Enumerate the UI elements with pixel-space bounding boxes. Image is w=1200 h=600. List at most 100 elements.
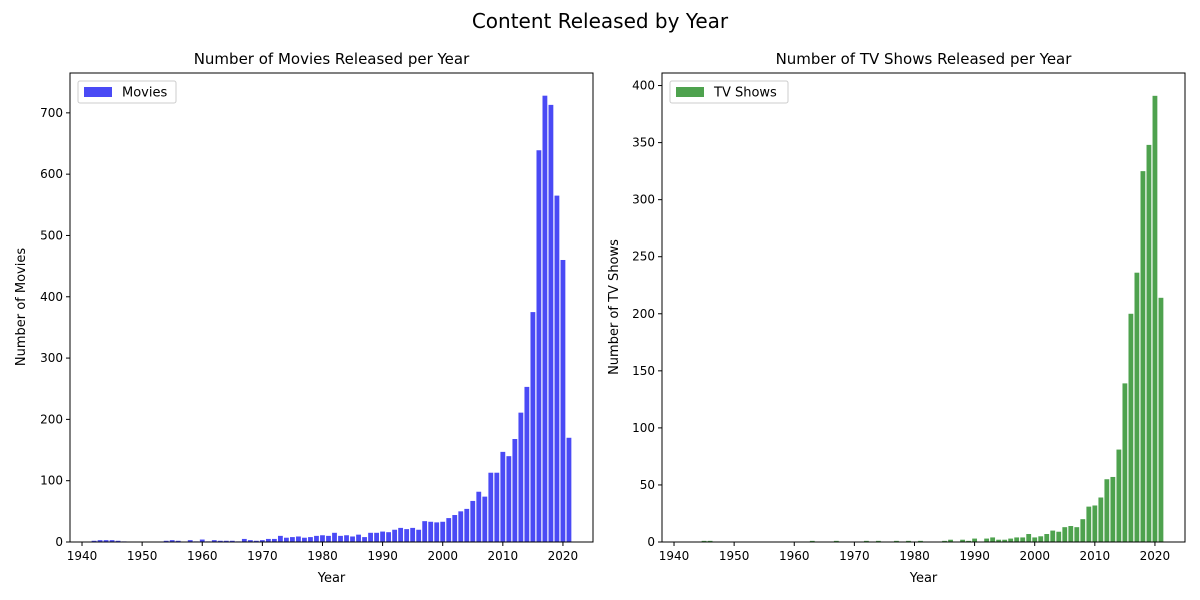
plot-frame <box>661 72 1186 543</box>
bar-2014 <box>1116 449 1122 542</box>
bar-2010 <box>500 451 506 542</box>
bar-1955 <box>169 540 175 542</box>
bar-group <box>701 95 1164 543</box>
bar-1960 <box>199 539 205 542</box>
bar-1987 <box>362 537 367 542</box>
bar-group <box>91 95 572 543</box>
x-tick-label: 1950 <box>127 549 158 563</box>
x-tick-label: 1990 <box>959 549 990 563</box>
bar-1975 <box>290 537 295 542</box>
y-tick-label: 200 <box>40 412 63 426</box>
y-tick-label: 300 <box>40 351 63 365</box>
tick-group: 1940 1950 1960 1970 1980 1990 2000 2010 2020 0 50 1… <box>632 79 1170 563</box>
y-tick-label: 0 <box>647 535 655 549</box>
bar-1982 <box>332 532 337 542</box>
bar-2008 <box>1080 519 1086 542</box>
y-tick-label: 50 <box>640 478 655 492</box>
bar-2008 <box>488 472 494 542</box>
bar-1970 <box>259 540 265 542</box>
bar-1994 <box>996 539 1002 542</box>
bar-2004 <box>464 508 470 542</box>
bar-1976 <box>296 536 301 542</box>
bar-2006 <box>476 491 482 542</box>
bar-2012 <box>1104 479 1110 542</box>
bar-2015 <box>530 312 536 542</box>
bar-2019 <box>1146 144 1152 543</box>
bar-1973 <box>277 535 283 542</box>
x-tick-label: 1980 <box>899 549 930 563</box>
bar-1993 <box>990 537 996 542</box>
bar-1967 <box>241 538 247 542</box>
tv-shows-chart: Number of TV Shows Released per Year Yea… <box>607 50 1186 586</box>
bar-1985 <box>350 536 355 542</box>
bar-1998 <box>1020 537 1026 542</box>
bar-1946 <box>707 540 713 542</box>
y-axis-label: Number of Movies <box>14 248 29 366</box>
figure-suptitle: Content Released by Year <box>472 9 729 33</box>
bar-2002 <box>1044 534 1050 542</box>
legend-frame <box>77 80 177 104</box>
bar-2013 <box>518 412 524 542</box>
bar-1944 <box>103 540 109 542</box>
y-tick-label: 250 <box>632 250 655 264</box>
legend-frame <box>669 80 789 104</box>
bar-2012 <box>512 439 518 542</box>
bar-1999 <box>1026 534 1032 542</box>
bar-1979 <box>906 540 911 542</box>
y-tick-label: 100 <box>632 421 655 435</box>
bar-1980 <box>320 535 325 542</box>
x-axis-label: Year <box>909 571 938 586</box>
bar-1981 <box>326 535 331 542</box>
x-tick-label: 2010 <box>488 549 519 563</box>
chart-title: Number of TV Shows Released per Year <box>776 50 1073 68</box>
legend: Movies <box>77 80 177 104</box>
bar-2021 <box>1158 297 1164 542</box>
bar-1958 <box>187 540 193 542</box>
y-axis-label: Number of TV Shows <box>607 239 622 375</box>
bar-1981 <box>918 540 923 542</box>
bar-2005 <box>470 500 476 542</box>
bar-1977 <box>302 537 307 542</box>
bar-1967 <box>833 540 839 542</box>
bar-2002 <box>452 515 458 542</box>
bar-2013 <box>1110 476 1116 542</box>
y-tick-label: 400 <box>632 79 655 93</box>
bar-1963 <box>809 540 815 542</box>
x-tick-label: 1990 <box>367 549 398 563</box>
bar-2000 <box>1032 537 1038 542</box>
bar-1945 <box>701 540 707 542</box>
movies-chart: Number of Movies Released per Year Year … <box>14 50 594 586</box>
legend-label: Movies <box>122 86 167 101</box>
bar-2020 <box>560 259 566 542</box>
x-tick-label: 1940 <box>67 549 98 563</box>
bar-1996 <box>1008 538 1014 542</box>
x-tick-label: 2020 <box>548 549 579 563</box>
y-tick-label: 500 <box>40 228 63 242</box>
x-tick-label: 1980 <box>307 549 338 563</box>
legend-swatch <box>84 87 112 97</box>
y-tick-label: 300 <box>632 193 655 207</box>
y-tick-label: 350 <box>632 136 655 150</box>
bar-1984 <box>344 535 349 542</box>
bar-1946 <box>115 540 121 542</box>
bar-1977 <box>894 540 899 542</box>
bar-2009 <box>1086 506 1092 542</box>
bar-2001 <box>1038 536 1044 542</box>
bar-1988 <box>960 539 965 542</box>
legend: TV Shows <box>669 80 789 104</box>
bar-1996 <box>416 529 422 542</box>
y-tick-label: 600 <box>40 167 63 181</box>
bar-2019 <box>554 195 560 542</box>
bar-1999 <box>434 522 440 542</box>
bar-1965 <box>229 540 235 542</box>
bar-2000 <box>440 521 446 542</box>
bar-2004 <box>1056 531 1062 542</box>
bar-1974 <box>284 537 289 542</box>
bar-1943 <box>97 540 103 542</box>
bar-1986 <box>948 539 953 542</box>
bar-2003 <box>458 511 464 542</box>
bar-1995 <box>410 527 416 542</box>
bar-2005 <box>1062 527 1068 542</box>
bar-2007 <box>1074 527 1080 542</box>
bar-1998 <box>428 521 434 542</box>
